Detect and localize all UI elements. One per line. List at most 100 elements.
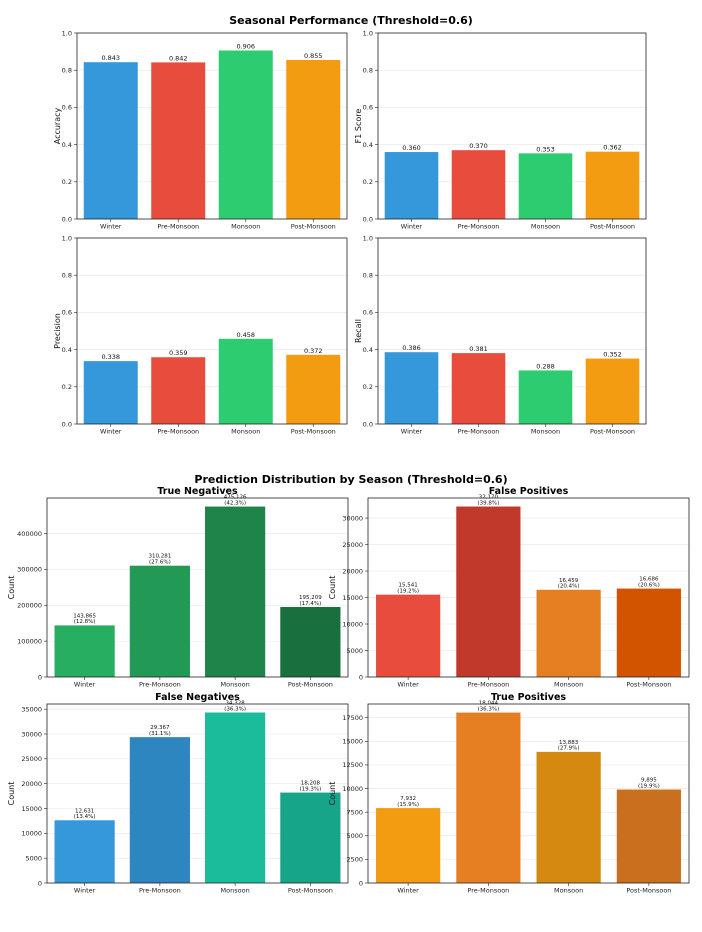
y-tick-label: 0.0 — [363, 420, 373, 428]
data-label-line: 32,170 — [479, 495, 499, 501]
y-tick-label: 15000 — [342, 594, 363, 602]
data-label-line: 195,209 — [299, 595, 322, 601]
y-tick-label: 20000 — [21, 780, 42, 788]
y-tick-label: 0.8 — [62, 272, 72, 280]
y-tick-label: 30000 — [342, 514, 363, 522]
data-label: 0.458 — [236, 331, 255, 339]
bar-pre-monsoon — [456, 712, 521, 883]
x-tick-label: Post-Monsoon — [590, 223, 635, 231]
x-tick-label: Monsoon — [554, 887, 583, 895]
bar-post-monsoon — [286, 354, 341, 424]
x-tick-label: Post-Monsoon — [590, 428, 635, 436]
x-tick-label: Pre-Monsoon — [458, 223, 500, 231]
x-tick-label: Post-Monsoon — [291, 428, 336, 436]
data-label: 0.855 — [304, 52, 323, 60]
bar-winter — [384, 152, 439, 219]
suptitle-performance: Seasonal Performance (Threshold=0.6) — [229, 14, 473, 27]
data-label: 16,459 (20.4%) — [558, 578, 580, 590]
y-tick-label: 0.4 — [363, 141, 373, 149]
x-tick-label: Winter — [100, 428, 122, 436]
data-label: 9,895 (19.9%) — [638, 778, 660, 790]
y-tick-label: 0 — [359, 673, 363, 681]
y-tick-label: 5000 — [25, 854, 42, 862]
y-tick-label: 0.8 — [62, 67, 72, 75]
data-label-line: 18,208 — [301, 781, 321, 787]
y-tick-label: 0.2 — [62, 383, 72, 391]
bar-monsoon — [536, 751, 601, 883]
y-tick-label: 300000 — [17, 566, 42, 574]
bar-pre-monsoon — [451, 150, 506, 219]
data-label-line: 7,932 — [400, 796, 416, 802]
x-tick-label: Winter — [74, 681, 96, 689]
data-label-line: (31.1%) — [149, 731, 171, 737]
bar-pre-monsoon — [456, 506, 521, 677]
y-axis-label: Accuracy — [53, 107, 62, 144]
data-label-line: (42.3%) — [224, 500, 246, 506]
x-tick-label: Winter — [401, 223, 423, 231]
data-label: 0.362 — [603, 144, 622, 152]
data-label: 34,328 (36.3%) — [224, 701, 246, 713]
panel-title: False Negatives — [155, 692, 240, 703]
y-tick-label: 20000 — [342, 567, 363, 575]
y-tick-label: 5000 — [346, 832, 363, 840]
y-tick-label: 0.0 — [363, 215, 373, 223]
y-tick-label: 10000 — [21, 830, 42, 838]
data-label: 310,281 (27.6%) — [149, 554, 172, 566]
data-label: 0.906 — [236, 42, 255, 50]
data-label: 0.370 — [469, 142, 488, 150]
y-tick-label: 7500 — [346, 808, 363, 816]
y-tick-label: 25000 — [342, 541, 363, 549]
bar-post-monsoon — [286, 59, 341, 219]
y-tick-label: 10000 — [342, 785, 363, 793]
data-label-line: (13.4%) — [74, 814, 96, 820]
x-tick-label: Monsoon — [554, 681, 583, 689]
y-axis-label: Count — [328, 576, 337, 600]
data-label-line: (12.8%) — [74, 619, 96, 625]
x-tick-label: Monsoon — [531, 428, 560, 436]
x-tick-label: Pre-Monsoon — [157, 223, 199, 231]
y-tick-label: 0.4 — [62, 346, 72, 354]
axes-frame — [46, 497, 349, 678]
x-tick-label: Pre-Monsoon — [157, 428, 199, 436]
panel-title: True Negatives — [157, 486, 238, 497]
y-tick-label: 15000 — [342, 738, 363, 746]
data-label-line: 34,328 — [226, 701, 246, 707]
x-tick-label: Monsoon — [531, 223, 560, 231]
y-tick-label: 0.4 — [62, 141, 72, 149]
y-tick-label: 25000 — [21, 755, 42, 763]
y-axis-label: Count — [7, 782, 16, 806]
data-label-line: 475,126 — [224, 495, 247, 501]
data-label-line: 15,541 — [399, 583, 418, 589]
data-label: 0.360 — [402, 144, 421, 152]
data-label: 0.372 — [304, 347, 323, 355]
axes-frame — [377, 237, 647, 425]
data-label: 15,541 (19.2%) — [397, 583, 419, 595]
data-label-line: (39.8%) — [477, 500, 499, 506]
y-axis-label: Recall — [354, 319, 363, 343]
data-label-line: 12,631 — [75, 808, 94, 814]
panel-recall: 0.0 0.2 0.4 0.6 0.8 1.0 Winter 0.386 Pre-Monsoon… — [354, 234, 647, 436]
panel-f1: 0.0 0.2 0.4 0.6 0.8 1.0 Winter 0.360 Pre-Monsoon… — [354, 29, 647, 231]
bar-post-monsoon — [585, 151, 640, 219]
y-tick-label: 0.0 — [62, 215, 72, 223]
data-label-line: (20.4%) — [558, 584, 580, 590]
y-tick-label: 30000 — [21, 730, 42, 738]
x-tick-label: Monsoon — [221, 887, 250, 895]
data-label-line: 9,895 — [641, 778, 657, 784]
bar-winter — [54, 820, 115, 883]
x-tick-label: Pre-Monsoon — [139, 887, 181, 895]
y-axis-label: Count — [328, 782, 337, 806]
bar-pre-monsoon — [151, 62, 206, 219]
y-tick-label: 35000 — [21, 705, 42, 713]
data-label: 0.288 — [536, 362, 555, 370]
y-tick-label: 0.6 — [62, 104, 72, 112]
data-label-line: (27.9%) — [558, 746, 580, 752]
bar-winter — [83, 62, 138, 220]
y-tick-label: 0 — [38, 879, 42, 887]
y-tick-label: 10000 — [342, 620, 363, 628]
y-tick-label: 0.8 — [363, 67, 373, 75]
data-label: 29,367 (31.1%) — [149, 725, 171, 737]
y-tick-label: 100000 — [17, 637, 42, 645]
bar-winter — [376, 808, 441, 883]
bar-monsoon — [536, 589, 601, 677]
